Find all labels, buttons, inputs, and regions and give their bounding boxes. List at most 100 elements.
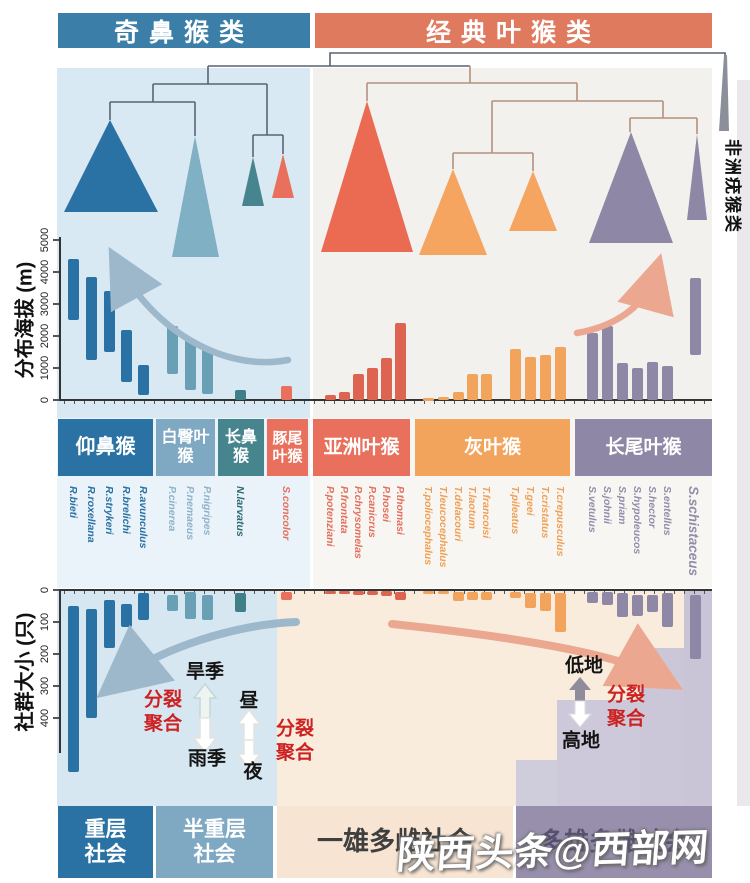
baseline-minor-tick <box>164 591 165 594</box>
baseline-minor-tick <box>274 401 275 404</box>
species-label-P.thomasi: P.thomasi <box>394 486 406 535</box>
baseline-minor-tick <box>694 401 695 404</box>
annotation-夜-3: 夜 <box>243 761 263 783</box>
species-label-T.cristatus: T.cristatus <box>539 486 551 539</box>
group-size-axis-title: 社群大小 (只) <box>14 612 37 732</box>
baseline-minor-tick <box>634 591 635 594</box>
baseline-minor-tick <box>134 591 135 594</box>
baseline-minor-tick <box>624 591 625 594</box>
elevation-bar-T.crepusculus <box>555 347 566 400</box>
species-label-N.larvatus: N.larvatus <box>234 486 246 537</box>
baseline-minor-tick <box>554 401 555 404</box>
baseline-minor-tick <box>304 401 305 404</box>
baseline-minor-tick <box>174 591 175 594</box>
group-size-bar-S.hector <box>647 594 658 612</box>
baseline-minor-tick <box>314 401 315 404</box>
baseline-minor-tick <box>664 591 665 594</box>
baseline-minor-tick <box>244 591 245 594</box>
tree-root-lines <box>208 52 726 67</box>
elevation-bar-T.cristatus <box>540 355 551 400</box>
group-size-bar-S.priam <box>617 593 628 618</box>
group-size-tick <box>53 621 59 623</box>
baseline-minor-tick <box>594 401 595 404</box>
group-size-bar-R.bieti <box>68 606 79 773</box>
species-label-P.nemaeus: P.nemaeus <box>184 486 196 541</box>
group-size-bar-S.johnii <box>602 591 613 606</box>
group-size-bar-T.delacouri <box>453 591 464 602</box>
group-size-y-axis <box>59 590 61 753</box>
baseline-minor-tick <box>414 591 415 594</box>
baseline-minor-tick <box>514 401 515 404</box>
elevation-tick-label: 2000 <box>39 323 51 349</box>
annotation-分裂-10: 分裂 <box>606 684 646 706</box>
baseline-minor-tick <box>374 401 375 404</box>
header-odd-nosed-label: 奇鼻猴类 <box>113 18 254 47</box>
genus-box-2: 长鼻 猴 <box>218 419 264 476</box>
baseline-minor-tick <box>584 591 585 594</box>
species-label-P.cinerea: P.cinerea <box>166 486 178 532</box>
group-size-tick <box>53 589 59 591</box>
baseline-minor-tick <box>74 401 75 404</box>
group-size-bar-P.potenziani <box>325 590 336 594</box>
baseline-minor-tick <box>544 401 545 404</box>
elevation-tick-label: 1000 <box>39 355 51 381</box>
baseline-minor-tick <box>124 401 125 404</box>
baseline-minor-tick <box>574 401 575 404</box>
baseline-minor-tick <box>394 401 395 404</box>
species-label-P.chrysomelas: P.chrysomelas <box>352 486 364 559</box>
baseline-minor-tick <box>434 591 435 594</box>
species-label-T.crepusculus: T.crepusculus <box>554 486 566 557</box>
baseline-minor-tick <box>204 401 205 404</box>
elevation-tick-label: 0 <box>39 396 51 404</box>
species-label-T.leucocephalus: T.leucocephalus <box>437 486 449 568</box>
genus-box-1: 白臀叶 猴 <box>156 419 215 476</box>
baseline-minor-tick <box>84 591 85 594</box>
genus-box-6: 长尾叶猴 <box>575 419 712 476</box>
baseline-minor-tick <box>654 591 655 594</box>
elevation-bar-P.chrysomelas <box>353 374 364 400</box>
group-size-bar-P.canicrus <box>367 590 378 595</box>
genus-box-0: 仰鼻猴 <box>58 419 153 476</box>
species-label-T.geei: T.geei <box>524 486 536 516</box>
baseline-minor-tick <box>534 401 535 404</box>
elevation-bar-S.priam <box>617 363 628 400</box>
species-label-R.roxellana: R.roxellana <box>85 486 97 543</box>
species-label-S.entellus: S.entellus <box>661 486 673 536</box>
elevation-bar-R.avunculus <box>138 364 149 395</box>
baseline-minor-tick <box>124 591 125 594</box>
baseline-minor-tick <box>704 401 705 404</box>
baseline-minor-tick <box>94 591 95 594</box>
group-size-tick-label: 300 <box>39 676 51 696</box>
elevation-tick-label: 4000 <box>39 259 51 285</box>
baseline-minor-tick <box>104 401 105 404</box>
elevation-bar-P.hosei <box>381 358 392 400</box>
baseline-minor-tick <box>684 401 685 404</box>
baseline-minor-tick <box>464 401 465 404</box>
baseline-minor-tick <box>644 591 645 594</box>
baseline-minor-tick <box>614 401 615 404</box>
baseline-minor-tick <box>674 401 675 404</box>
clade-spike-african-colobine <box>719 55 729 131</box>
baseline-minor-tick <box>684 591 685 594</box>
elevation-bar-T.delacouri <box>453 392 464 400</box>
baseline-minor-tick <box>304 591 305 594</box>
baseline-minor-tick <box>464 591 465 594</box>
group-size-bar-P.nemaeus <box>185 591 196 619</box>
elevation-bar-P.frontata <box>339 392 350 400</box>
group-size-bar-T.leucocephalus <box>438 591 449 595</box>
baseline-minor-tick <box>664 401 665 404</box>
group-size-bar-T.francoisi <box>481 591 492 601</box>
baseline-minor-tick <box>564 401 565 404</box>
baseline-minor-tick <box>584 401 585 404</box>
species-label-R.strykeri: R.strykeri <box>103 486 115 535</box>
baseline-minor-tick <box>444 401 445 404</box>
species-label-T.delacouri: T.delacouri <box>452 486 464 542</box>
baseline-minor-tick <box>694 591 695 594</box>
group-size-bar-S.entellus <box>662 593 673 627</box>
baseline-minor-tick <box>624 401 625 404</box>
annotation-低地-4: 低地 <box>564 655 604 677</box>
elevation-bar-S.concolor <box>281 385 292 400</box>
elevation-bar-S.hypoleucos <box>632 368 643 400</box>
annotation-聚合-9: 聚合 <box>275 742 315 764</box>
